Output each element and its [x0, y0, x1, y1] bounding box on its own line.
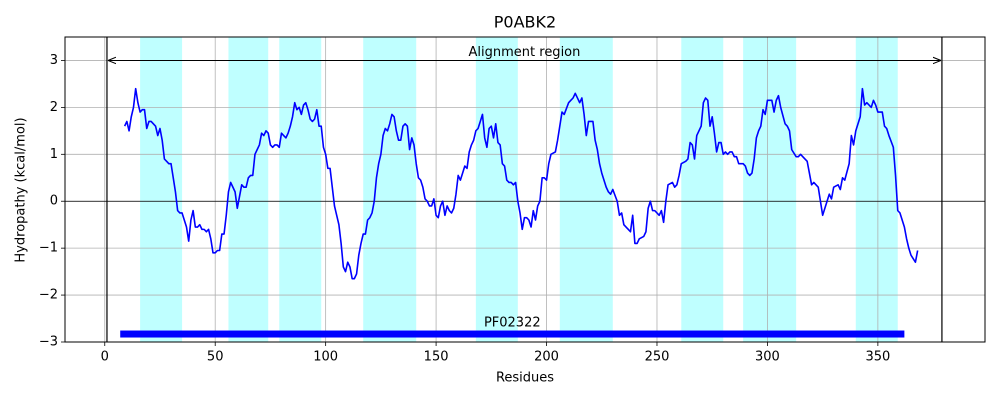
- transmembrane-region: [743, 37, 797, 342]
- domain-label: PF02322: [484, 316, 541, 331]
- y-tick-label: 0: [50, 194, 58, 209]
- y-tick-label: 2: [50, 100, 58, 115]
- domain-bar: [120, 330, 905, 338]
- x-tick-label: 200: [534, 350, 559, 365]
- x-axis-label: Residues: [496, 371, 554, 386]
- x-tick-label: 0: [101, 350, 109, 365]
- chart-title: P0ABK2: [494, 13, 556, 32]
- x-tick-label: 50: [207, 350, 224, 365]
- transmembrane-region: [363, 37, 417, 342]
- y-tick-label: −2: [39, 288, 58, 303]
- y-tick-label: 1: [50, 147, 58, 162]
- hydropathy-line: [123, 87, 919, 280]
- transmembrane-region: [559, 37, 613, 342]
- x-tick-label: 300: [755, 350, 780, 365]
- plot-area: [65, 37, 985, 342]
- transmembrane-region: [681, 37, 724, 342]
- transmembrane-region: [228, 37, 269, 342]
- x-tick-label: 250: [645, 350, 670, 365]
- x-tick-label: 350: [865, 350, 890, 365]
- y-tick-label: 3: [50, 53, 58, 68]
- transmembrane-region: [475, 37, 518, 342]
- x-tick-label: 150: [424, 350, 449, 365]
- x-tick-label: 100: [313, 350, 338, 365]
- y-tick-label: −3: [39, 335, 58, 350]
- y-tick-label: −1: [39, 241, 58, 256]
- y-axis-label: Hydropathy (kcal/mol): [14, 117, 29, 262]
- axes-frame: [64, 36, 986, 343]
- transmembrane-region: [855, 37, 898, 342]
- transmembrane-region: [279, 37, 322, 342]
- alignment-label: Alignment region: [469, 45, 581, 60]
